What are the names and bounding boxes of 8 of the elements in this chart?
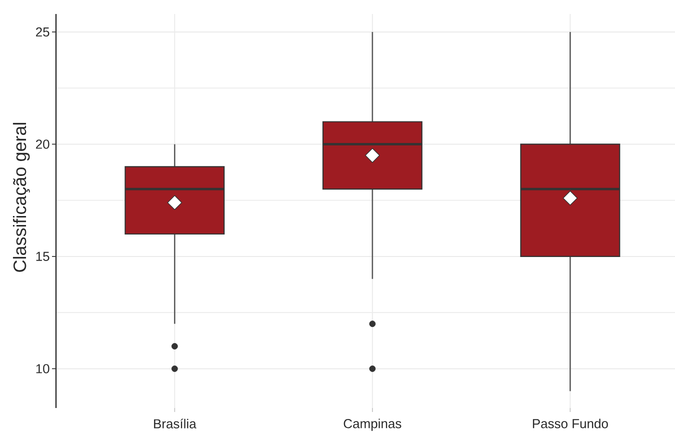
y-tick-label: 20 (36, 140, 50, 149)
y-tick-label: 10 (36, 364, 50, 374)
x-tick-label: Campinas (344, 418, 402, 431)
y-tick-label: 15 (36, 252, 50, 261)
y-axis-title: Classificação geral (12, 122, 30, 272)
y-tick-label: 25 (36, 27, 50, 37)
x-tick-label: Brasília (154, 418, 196, 428)
x-tick-label: Passo Fundo (532, 418, 608, 428)
